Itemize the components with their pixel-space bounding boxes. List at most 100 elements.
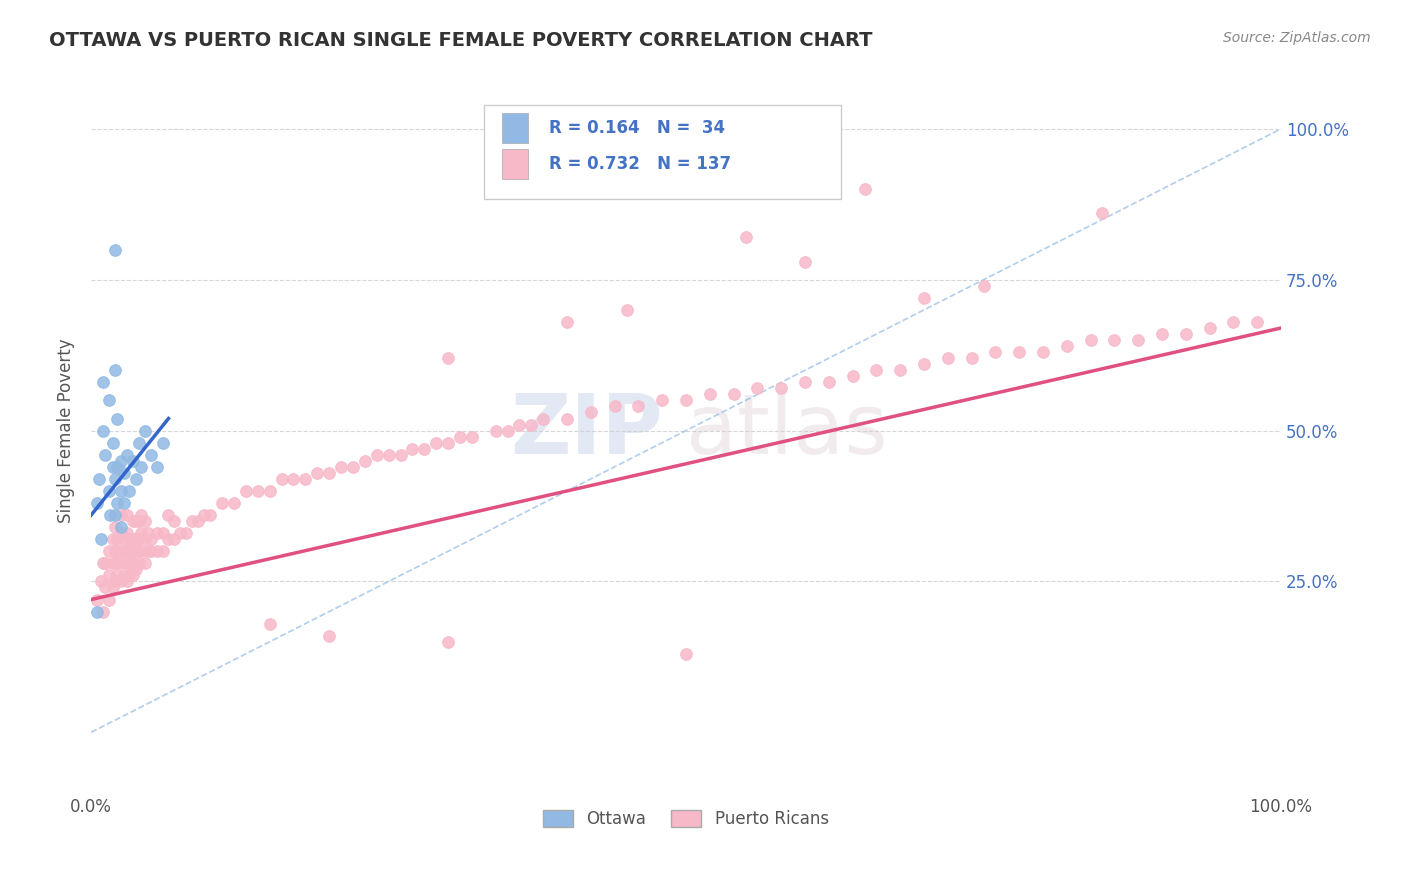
Point <box>115 544 138 558</box>
Point <box>936 351 959 366</box>
Point <box>651 393 673 408</box>
Point <box>134 514 156 528</box>
FancyBboxPatch shape <box>484 104 841 199</box>
Point <box>121 532 143 546</box>
Text: R = 0.164   N =  34: R = 0.164 N = 34 <box>550 119 725 136</box>
Point <box>86 496 108 510</box>
Point <box>770 381 793 395</box>
Point <box>853 182 876 196</box>
Point <box>496 424 519 438</box>
Point <box>105 568 128 582</box>
Point <box>110 454 132 468</box>
Point <box>101 532 124 546</box>
Point <box>318 466 340 480</box>
Point <box>101 435 124 450</box>
Point <box>145 459 167 474</box>
Point <box>110 520 132 534</box>
Point <box>121 557 143 571</box>
Point <box>115 508 138 522</box>
Point <box>817 376 839 390</box>
Point <box>555 315 578 329</box>
Point <box>125 544 148 558</box>
Point <box>449 429 471 443</box>
Point <box>437 634 460 648</box>
Point <box>1150 326 1173 341</box>
Point <box>121 568 143 582</box>
Point <box>152 435 174 450</box>
Point <box>1128 333 1150 347</box>
Point <box>91 424 114 438</box>
Point <box>90 574 112 589</box>
Point <box>125 532 148 546</box>
Point <box>1091 206 1114 220</box>
Point <box>246 483 269 498</box>
Point <box>1246 315 1268 329</box>
Point <box>181 514 204 528</box>
Point <box>101 581 124 595</box>
Point <box>104 508 127 522</box>
Point <box>353 454 375 468</box>
Point <box>235 483 257 498</box>
Point <box>1008 345 1031 359</box>
Point <box>118 557 141 571</box>
Point <box>128 557 150 571</box>
Point <box>1198 321 1220 335</box>
Point <box>366 448 388 462</box>
Point <box>747 381 769 395</box>
Point <box>118 544 141 558</box>
Point <box>129 526 152 541</box>
Point <box>259 483 281 498</box>
Text: ZIP: ZIP <box>510 390 662 471</box>
Point <box>139 544 162 558</box>
Point <box>128 544 150 558</box>
Point <box>461 429 484 443</box>
Point <box>342 459 364 474</box>
Point <box>520 417 543 432</box>
Point <box>118 532 141 546</box>
Point <box>1032 345 1054 359</box>
Point <box>675 393 697 408</box>
Point <box>193 508 215 522</box>
Point <box>222 496 245 510</box>
Point <box>723 387 745 401</box>
Point <box>114 568 136 582</box>
Point <box>912 291 935 305</box>
Point <box>187 514 209 528</box>
Point <box>114 496 136 510</box>
Point <box>105 496 128 510</box>
Point <box>101 459 124 474</box>
Point <box>136 526 159 541</box>
Point <box>960 351 983 366</box>
Point <box>152 526 174 541</box>
Point <box>129 508 152 522</box>
Point <box>114 466 136 480</box>
Point <box>105 532 128 546</box>
Point <box>259 616 281 631</box>
Point <box>377 448 399 462</box>
Point <box>94 557 117 571</box>
Point <box>115 448 138 462</box>
Point <box>98 568 121 582</box>
Text: atlas: atlas <box>686 390 887 471</box>
Point <box>1104 333 1126 347</box>
Point <box>115 557 138 571</box>
Point <box>425 435 447 450</box>
Point <box>283 472 305 486</box>
Point <box>91 376 114 390</box>
Point <box>94 581 117 595</box>
Point <box>145 526 167 541</box>
Point <box>198 508 221 522</box>
Legend: Ottawa, Puerto Ricans: Ottawa, Puerto Ricans <box>537 804 835 835</box>
Point <box>1056 339 1078 353</box>
Point <box>129 459 152 474</box>
Point <box>98 544 121 558</box>
Point <box>105 459 128 474</box>
Point <box>101 557 124 571</box>
Point <box>118 568 141 582</box>
Point <box>413 442 436 456</box>
Point <box>105 557 128 571</box>
Point <box>531 411 554 425</box>
Point <box>699 387 721 401</box>
Point <box>616 302 638 317</box>
Point <box>734 230 756 244</box>
